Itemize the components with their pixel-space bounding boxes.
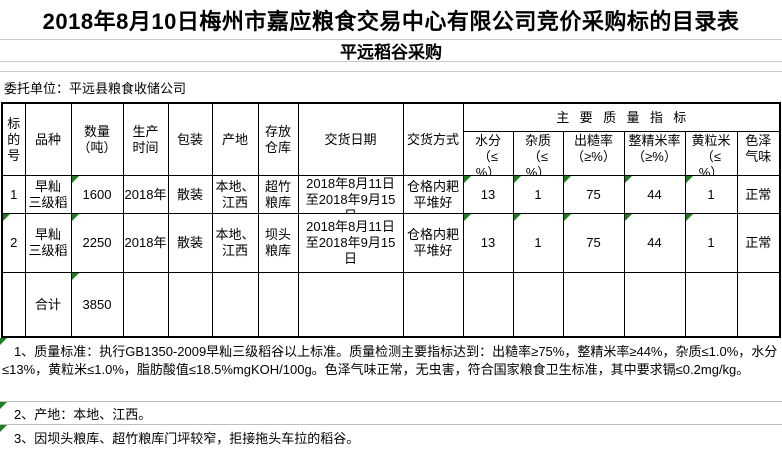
table-cell: 仓格内耙 平堆好	[402, 175, 464, 214]
header-moisture: 水分 （≤ %）	[462, 131, 514, 176]
note-warehouse-restriction: 3、因坝头粮库、超竹粮库门坪较窄，拒接拖头车拉的稻谷。	[0, 424, 782, 451]
table-cell: 早籼 三级稻	[24, 175, 72, 214]
table-cell	[211, 272, 259, 338]
table-cell: 超竹 粮库	[257, 175, 299, 214]
header-delivery-date: 交货日期	[297, 102, 404, 176]
table-cell: 散装	[167, 213, 213, 273]
header-impurity: 杂质 （≤ %）	[512, 131, 564, 176]
table-cell: 2018年8月11日 至2018年9月15 日	[297, 175, 404, 214]
table-cell: 1	[512, 213, 564, 273]
table-cell: 正常	[736, 175, 781, 214]
excel-error-triangle-icon	[71, 214, 79, 221]
header-packaging: 包装	[167, 102, 213, 176]
table-cell: 13	[462, 175, 514, 214]
table-cell	[257, 272, 299, 338]
header-brown-rice-rate: 出糙率 （≥%）	[562, 131, 625, 176]
table-cell	[623, 272, 686, 338]
header-quantity: 数量 （吨）	[70, 102, 124, 176]
table-cell: 坝头 粮库	[257, 213, 299, 273]
total-row: 合计 3850	[1, 272, 781, 338]
excel-error-triangle-icon	[513, 214, 521, 221]
excel-error-triangle-icon	[563, 214, 571, 221]
excel-error-triangle-icon	[71, 273, 79, 280]
excel-error-triangle-icon	[0, 425, 7, 432]
table-cell: 13	[462, 213, 514, 273]
total-label-cell: 合计	[24, 272, 72, 338]
table-cell: 早籼 三级稻	[24, 213, 72, 273]
spacer-row	[0, 62, 782, 72]
excel-error-triangle-icon	[463, 214, 471, 221]
excel-error-triangle-icon	[0, 402, 7, 409]
page-title: 2018年8月10日梅州市嘉应粮食交易中心有限公司竞价采购标的目录表	[0, 0, 782, 40]
table-cell	[462, 272, 514, 338]
header-color-odor: 色泽 气味	[736, 131, 781, 176]
client-label: 委托单位：平远县粮食收储公司	[4, 80, 187, 96]
table-cell: 仓格内耙 平堆好	[402, 213, 464, 273]
header-head-rice-rate: 整精米率 （≥%）	[623, 131, 686, 176]
excel-error-triangle-icon	[71, 176, 79, 183]
table-cell	[1, 272, 26, 338]
table-cell: 1	[512, 175, 564, 214]
table-cell	[297, 272, 404, 338]
total-quantity-cell: 3850	[70, 272, 124, 338]
excel-error-triangle-icon	[685, 176, 693, 183]
excel-error-triangle-icon	[3, 214, 10, 221]
excel-error-triangle-icon	[685, 214, 693, 221]
excel-error-triangle-icon	[513, 176, 521, 183]
header-delivery-method: 交货方式	[402, 102, 464, 176]
table-cell	[512, 272, 564, 338]
excel-error-triangle-icon	[0, 338, 7, 345]
page-subtitle: 平远稻谷采购	[0, 40, 782, 62]
table-cell: 2	[1, 213, 26, 273]
table-cell: 2018年	[122, 213, 169, 273]
header-yellow-grain: 黄粒米 （≤ %）	[684, 131, 738, 176]
table-cell: 44	[623, 213, 686, 273]
note-quality-standard: 1、质量标准：执行GB1350-2009早籼三级稻谷以上标准。质量检测主要指标达…	[0, 338, 782, 401]
header-variety: 品种	[24, 102, 72, 176]
table-cell	[684, 272, 738, 338]
table-cell	[562, 272, 625, 338]
table-cell	[122, 272, 169, 338]
table-cell: 75	[562, 213, 625, 273]
note-origin: 2、产地：本地、江西。	[0, 401, 782, 424]
table-cell	[736, 272, 781, 338]
table-row-2: 2 早籼 三级稻 2250 2018年 散装 本地、 江西 坝头 粮库 2018…	[1, 213, 781, 273]
procurement-table: 标 的 号 品种 数量 （吨） 生产 时间 包装 产地 存放 仓库 交货日期 交…	[1, 102, 782, 338]
header-origin: 产地	[211, 102, 259, 176]
table-cell: 2250	[70, 213, 124, 273]
header-warehouse: 存放 仓库	[257, 102, 299, 176]
table-cell: 1	[684, 175, 738, 214]
table-cell: 正常	[736, 213, 781, 273]
table-row-1: 1 早籼 三级稻 1600 2018年 散装 本地、 江西 超竹 粮库 2018…	[1, 175, 781, 214]
table-cell: 2018年	[122, 175, 169, 214]
header-bid-number: 标 的 号	[1, 102, 26, 176]
table-cell: 75	[562, 175, 625, 214]
table-cell	[167, 272, 213, 338]
table-cell	[402, 272, 464, 338]
table-cell: 44	[623, 175, 686, 214]
table-cell: 1600	[70, 175, 124, 214]
excel-error-triangle-icon	[563, 176, 571, 183]
header-production-time: 生产 时间	[122, 102, 169, 176]
table-cell: 2018年8月11日 至2018年9月15 日	[297, 213, 404, 273]
table-cell: 本地、 江西	[211, 175, 259, 214]
table-cell: 本地、 江西	[211, 213, 259, 273]
excel-error-triangle-icon	[463, 176, 471, 183]
table-cell: 1	[1, 175, 26, 214]
table-cell: 散装	[167, 175, 213, 214]
header-quality-group: 主要质量指标	[462, 102, 781, 133]
excel-error-triangle-icon	[624, 214, 632, 221]
table-cell: 1	[684, 213, 738, 273]
excel-error-triangle-icon	[624, 176, 632, 183]
